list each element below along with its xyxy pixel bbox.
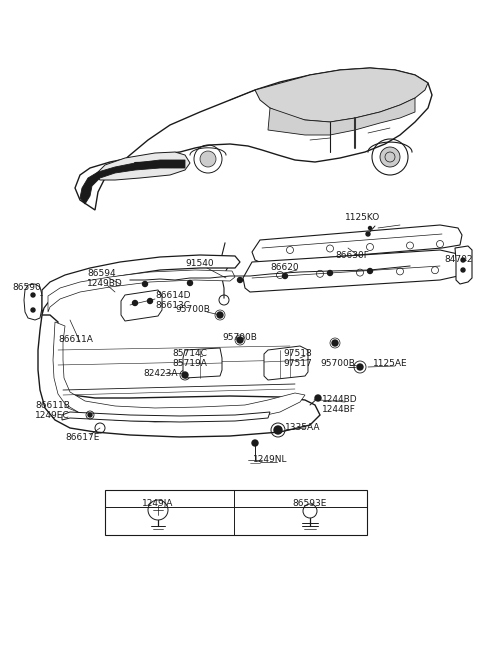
Circle shape	[31, 293, 35, 297]
Circle shape	[380, 147, 400, 167]
Circle shape	[369, 226, 372, 230]
Text: 91540: 91540	[185, 258, 214, 268]
Circle shape	[252, 440, 258, 446]
Text: 1244BD: 1244BD	[322, 396, 358, 405]
Circle shape	[188, 281, 192, 285]
Circle shape	[143, 281, 147, 287]
Text: 1249EC: 1249EC	[35, 411, 70, 419]
Polygon shape	[264, 346, 308, 380]
Polygon shape	[75, 68, 432, 210]
Text: 86611A: 86611A	[58, 335, 93, 344]
Polygon shape	[255, 68, 428, 122]
Circle shape	[217, 312, 223, 318]
Text: 1244BF: 1244BF	[322, 405, 356, 415]
Circle shape	[237, 337, 243, 343]
Text: 97517: 97517	[283, 358, 312, 367]
Text: 86611B: 86611B	[35, 401, 70, 409]
Circle shape	[88, 413, 92, 417]
Text: 82423A: 82423A	[143, 369, 178, 377]
Text: 85714C: 85714C	[172, 348, 207, 358]
Circle shape	[238, 277, 242, 283]
Circle shape	[461, 268, 465, 272]
Circle shape	[132, 300, 137, 306]
Text: 84702: 84702	[444, 255, 472, 264]
Polygon shape	[121, 290, 162, 321]
Circle shape	[147, 298, 153, 304]
Polygon shape	[48, 270, 235, 312]
Text: 1335AA: 1335AA	[285, 422, 321, 432]
Circle shape	[366, 232, 370, 236]
Polygon shape	[183, 348, 222, 378]
Text: 86617E: 86617E	[65, 434, 99, 443]
Polygon shape	[355, 98, 415, 130]
Polygon shape	[268, 108, 355, 135]
Circle shape	[368, 268, 372, 274]
Polygon shape	[80, 160, 185, 204]
Polygon shape	[105, 490, 367, 535]
Circle shape	[315, 395, 321, 401]
Text: 86630F: 86630F	[335, 251, 369, 260]
Circle shape	[182, 372, 188, 378]
Circle shape	[31, 308, 35, 312]
Text: 86620: 86620	[270, 264, 299, 272]
Circle shape	[357, 364, 363, 370]
Polygon shape	[42, 255, 240, 315]
Polygon shape	[252, 225, 462, 263]
Circle shape	[461, 258, 465, 262]
Polygon shape	[24, 284, 42, 320]
Circle shape	[274, 426, 282, 434]
Circle shape	[327, 270, 333, 276]
Text: 1125AE: 1125AE	[373, 358, 408, 367]
Text: 85719A: 85719A	[172, 358, 207, 367]
Text: 1249JA: 1249JA	[142, 499, 174, 508]
Text: 97518: 97518	[283, 348, 312, 358]
Text: 86614D: 86614D	[155, 291, 191, 300]
Text: 95700B: 95700B	[222, 333, 257, 342]
Text: 86594: 86594	[87, 268, 116, 277]
Polygon shape	[455, 246, 472, 284]
Polygon shape	[38, 315, 320, 437]
Text: 1249BD: 1249BD	[87, 279, 123, 289]
Polygon shape	[95, 152, 190, 180]
Circle shape	[332, 340, 338, 346]
Circle shape	[283, 274, 288, 279]
Text: 86613C: 86613C	[155, 302, 190, 310]
Text: 95700B: 95700B	[175, 306, 210, 314]
Polygon shape	[243, 250, 462, 292]
Polygon shape	[62, 412, 270, 422]
Text: 1125KO: 1125KO	[345, 213, 380, 222]
Text: 86593E: 86593E	[293, 499, 327, 508]
Text: 86590: 86590	[12, 283, 41, 293]
Polygon shape	[53, 322, 305, 422]
Text: 95700B: 95700B	[320, 358, 355, 367]
Text: 1249NL: 1249NL	[253, 455, 288, 464]
Circle shape	[200, 151, 216, 167]
